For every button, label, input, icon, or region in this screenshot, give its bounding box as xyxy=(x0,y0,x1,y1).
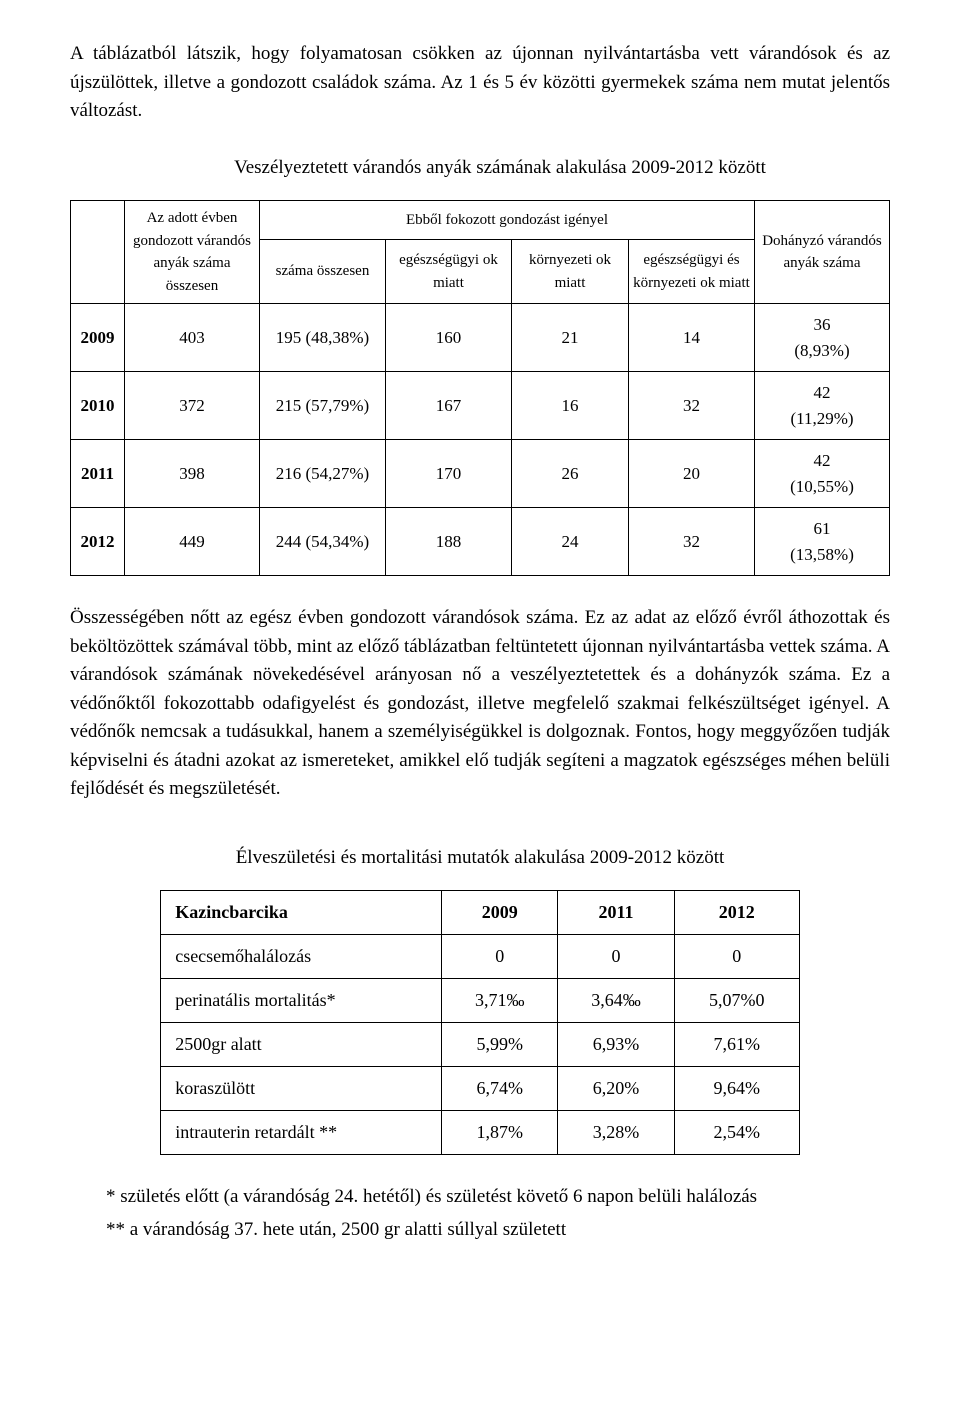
table-cell: 3,64‰ xyxy=(558,979,674,1023)
table-row: 2011398216 (54,27%)170262042(10,55%) xyxy=(71,440,890,508)
table-cell: 2009 xyxy=(71,304,125,372)
table-cell: 32 xyxy=(628,508,754,576)
table-cell: 1,87% xyxy=(442,1111,558,1155)
table-cell: 6,93% xyxy=(558,1023,674,1067)
table-cell: 167 xyxy=(385,372,511,440)
table-cell: 36(8,93%) xyxy=(754,304,889,372)
table-cell: 42(10,55%) xyxy=(754,440,889,508)
table-row: csecsemőhalálozás000 xyxy=(161,935,800,979)
t1-head-c2: száma összesen xyxy=(259,240,385,304)
table-cell: 2012 xyxy=(71,508,125,576)
table-cell: 5,99% xyxy=(442,1023,558,1067)
table-cell: 9,64% xyxy=(674,1067,799,1111)
t1-head-c4: környezeti ok miatt xyxy=(511,240,628,304)
table-cell: 24 xyxy=(511,508,628,576)
table-cell: 5,07%0 xyxy=(674,979,799,1023)
table-cell: 449 xyxy=(124,508,259,576)
table-cell: perinatális mortalitás* xyxy=(161,979,442,1023)
table-cell: 0 xyxy=(674,935,799,979)
table-cell: intrauterin retardált ** xyxy=(161,1111,442,1155)
table-cell: 216 (54,27%) xyxy=(259,440,385,508)
t1-head-c3: egészségügyi ok miatt xyxy=(385,240,511,304)
table-row: intrauterin retardált **1,87%3,28%2,54% xyxy=(161,1111,800,1155)
table-cell: 7,61% xyxy=(674,1023,799,1067)
table-cell: 6,20% xyxy=(558,1067,674,1111)
table-cell: 2500gr alatt xyxy=(161,1023,442,1067)
table-row: 2012449244 (54,34%)188243261(13,58%) xyxy=(71,508,890,576)
table1-title: Veszélyeztetett várandós anyák számának … xyxy=(110,154,890,183)
table2: Kazincbarcika 2009 2011 2012 csecsemőhal… xyxy=(160,890,800,1155)
t2-head-c2: 2011 xyxy=(558,891,674,935)
table-cell: 14 xyxy=(628,304,754,372)
table-cell: 398 xyxy=(124,440,259,508)
table-cell: 6,74% xyxy=(442,1067,558,1111)
table-cell: 372 xyxy=(124,372,259,440)
table-cell: 244 (54,34%) xyxy=(259,508,385,576)
table-cell: 0 xyxy=(558,935,674,979)
table-cell: 3,71‰ xyxy=(442,979,558,1023)
intro-paragraph: A táblázatból látszik, hogy folyamatosan… xyxy=(70,40,890,126)
table-cell: 0 xyxy=(442,935,558,979)
table-cell: 21 xyxy=(511,304,628,372)
table-cell: koraszülött xyxy=(161,1067,442,1111)
table-cell: 42(11,29%) xyxy=(754,372,889,440)
table-cell: 3,28% xyxy=(558,1111,674,1155)
table-cell: 32 xyxy=(628,372,754,440)
table-cell: 2,54% xyxy=(674,1111,799,1155)
table-cell: 188 xyxy=(385,508,511,576)
t1-head-col1: Az adott évben gondozott várandós anyák … xyxy=(124,201,259,304)
table-cell: 170 xyxy=(385,440,511,508)
table-cell: 61(13,58%) xyxy=(754,508,889,576)
table-cell: csecsemőhalálozás xyxy=(161,935,442,979)
table-row: perinatális mortalitás*3,71‰3,64‰5,07%0 xyxy=(161,979,800,1023)
table-cell: 195 (48,38%) xyxy=(259,304,385,372)
footnote-1: * születés előtt (a várandóság 24. hetét… xyxy=(106,1183,890,1212)
t2-head-c0: Kazincbarcika xyxy=(161,891,442,935)
table-cell: 160 xyxy=(385,304,511,372)
middle-paragraph: Összességében nőtt az egész évben gondoz… xyxy=(70,604,890,804)
footnote-2: ** a várandóság 37. hete után, 2500 gr a… xyxy=(106,1216,890,1245)
table-cell: 403 xyxy=(124,304,259,372)
table-row: 2500gr alatt5,99%6,93%7,61% xyxy=(161,1023,800,1067)
table-cell: 215 (57,79%) xyxy=(259,372,385,440)
table-row: koraszülött6,74%6,20%9,64% xyxy=(161,1067,800,1111)
table-cell: 20 xyxy=(628,440,754,508)
t1-head-c6: Dohányzó várandós anyák száma xyxy=(754,201,889,304)
table-cell: 2010 xyxy=(71,372,125,440)
table-cell: 2011 xyxy=(71,440,125,508)
table1: Az adott évben gondozott várandós anyák … xyxy=(70,200,890,576)
t2-head-c3: 2012 xyxy=(674,891,799,935)
table2-title: Élveszületési és mortalitási mutatók ala… xyxy=(70,844,890,873)
t1-head-c5: egészségügyi és környezeti ok miatt xyxy=(628,240,754,304)
table-row: 2009403195 (48,38%)160211436(8,93%) xyxy=(71,304,890,372)
table-row: 2010372215 (57,79%)167163242(11,29%) xyxy=(71,372,890,440)
t2-head-c1: 2009 xyxy=(442,891,558,935)
t1-head-group: Ebből fokozott gondozást igényel xyxy=(259,201,754,240)
table-cell: 26 xyxy=(511,440,628,508)
table-cell: 16 xyxy=(511,372,628,440)
